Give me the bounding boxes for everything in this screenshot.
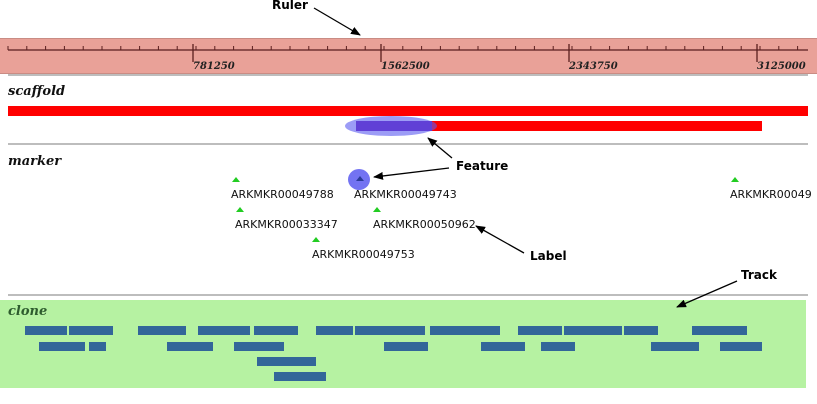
marker-label: ARKMKR00049753	[312, 248, 415, 261]
clone-feature[interactable]	[234, 342, 284, 351]
marker-icon[interactable]	[236, 207, 244, 212]
scaffold-feature[interactable]	[8, 106, 808, 116]
clone-feature[interactable]	[564, 326, 622, 335]
ruler-minor-ticks	[7, 46, 799, 50]
ruler-arrow	[313, 7, 361, 36]
track-arrow	[676, 280, 738, 308]
clone-feature[interactable]	[254, 326, 298, 335]
track-title-marker: marker	[8, 154, 62, 169]
track-divider	[8, 143, 808, 145]
track-divider	[8, 294, 808, 296]
clone-feature[interactable]	[384, 342, 428, 351]
ruler-band	[0, 38, 817, 74]
clone-feature[interactable]	[355, 326, 425, 335]
feature-highlight	[345, 116, 437, 136]
annotation-track-label: Track	[741, 268, 777, 282]
clone-feature[interactable]	[274, 372, 326, 381]
clone-feature[interactable]	[89, 342, 106, 351]
ruler-tick-label: 3125000	[757, 61, 806, 72]
track-title-clone: clone	[8, 304, 48, 319]
marker-label: ARKMKR00033347	[235, 218, 338, 231]
marker-label: ARKMKR00050962	[373, 218, 476, 231]
clone-feature[interactable]	[316, 326, 353, 335]
marker-label: ARKMKR00049	[730, 188, 812, 201]
clone-feature[interactable]	[138, 326, 186, 335]
clone-feature[interactable]	[257, 357, 316, 366]
clone-feature[interactable]	[69, 326, 113, 335]
clone-feature[interactable]	[198, 326, 250, 335]
label-arrow	[475, 225, 525, 254]
clone-feature[interactable]	[624, 326, 658, 335]
marker-icon[interactable]	[373, 207, 381, 212]
clone-feature[interactable]	[651, 342, 699, 351]
track-title-scaffold: scaffold	[8, 84, 66, 99]
clone-feature[interactable]	[481, 342, 525, 351]
marker-icon[interactable]	[731, 177, 739, 182]
ruler-tick-label: 2343750	[569, 61, 618, 72]
scaffold-feature[interactable]	[356, 121, 762, 131]
clone-feature[interactable]	[692, 326, 747, 335]
clone-feature[interactable]	[720, 342, 762, 351]
marker-icon[interactable]	[312, 237, 320, 242]
clone-feature[interactable]	[518, 326, 562, 335]
marker-label: ARKMKR00049743	[354, 188, 457, 201]
clone-feature[interactable]	[39, 342, 85, 351]
clone-feature[interactable]	[25, 326, 67, 335]
clone-feature[interactable]	[167, 342, 213, 351]
marker-icon[interactable]	[356, 176, 364, 181]
feature-arrow-marker	[373, 167, 450, 180]
clone-feature[interactable]	[541, 342, 575, 351]
annotation-feature-label: Feature	[456, 159, 509, 173]
marker-label: ARKMKR00049788	[231, 188, 334, 201]
track-divider	[8, 74, 808, 76]
annotation-label-label: Label	[530, 249, 567, 263]
ruler-tick-label: 781250	[193, 61, 235, 72]
annotation-ruler-label: Ruler	[272, 0, 308, 12]
clone-feature[interactable]	[430, 326, 500, 335]
ruler-tick-label: 1562500	[381, 61, 430, 72]
feature-arrow-scaffold	[427, 137, 453, 159]
marker-icon[interactable]	[232, 177, 240, 182]
